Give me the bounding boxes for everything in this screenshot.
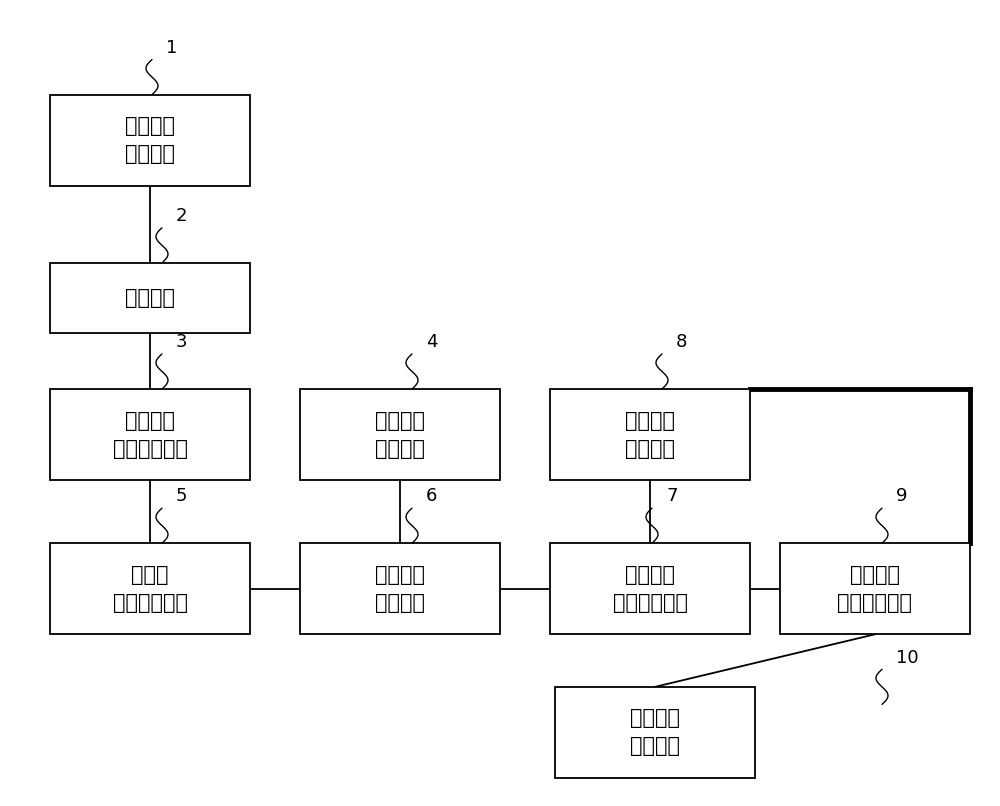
Text: 计算模块: 计算模块 [125,288,175,308]
Text: 目标增强
图像获取模块: 目标增强 图像获取模块 [838,565,912,613]
Text: 1: 1 [166,39,177,56]
FancyBboxPatch shape [50,263,250,333]
Text: 显著性
图像获取模块: 显著性 图像获取模块 [113,565,188,613]
FancyBboxPatch shape [50,389,250,480]
Text: 6: 6 [426,488,437,505]
Text: 9: 9 [896,488,908,505]
FancyBboxPatch shape [300,389,500,480]
Text: 目标图像
获取模块: 目标图像 获取模块 [630,708,680,756]
Text: 限幅图像
获取模块: 限幅图像 获取模块 [625,410,675,459]
FancyBboxPatch shape [50,94,250,185]
Text: 差值图像
获取模块: 差值图像 获取模块 [375,565,425,613]
Text: 目标减弱
图像获取模块: 目标减弱 图像获取模块 [612,565,688,613]
FancyBboxPatch shape [550,543,750,634]
Text: 2: 2 [176,207,188,225]
Text: 8: 8 [676,333,687,351]
Text: 拉伸图像
获取模块: 拉伸图像 获取模块 [375,410,425,459]
FancyBboxPatch shape [555,687,755,778]
FancyBboxPatch shape [550,389,750,480]
Text: 距离变化
空间获取模块: 距离变化 空间获取模块 [113,410,188,459]
Text: 分布频率
获取模块: 分布频率 获取模块 [125,116,175,164]
Text: 7: 7 [666,488,678,505]
Text: 5: 5 [176,488,188,505]
Text: 10: 10 [896,649,919,667]
FancyBboxPatch shape [300,543,500,634]
Text: 4: 4 [426,333,438,351]
Text: 3: 3 [176,333,188,351]
FancyBboxPatch shape [50,543,250,634]
FancyBboxPatch shape [780,543,970,634]
